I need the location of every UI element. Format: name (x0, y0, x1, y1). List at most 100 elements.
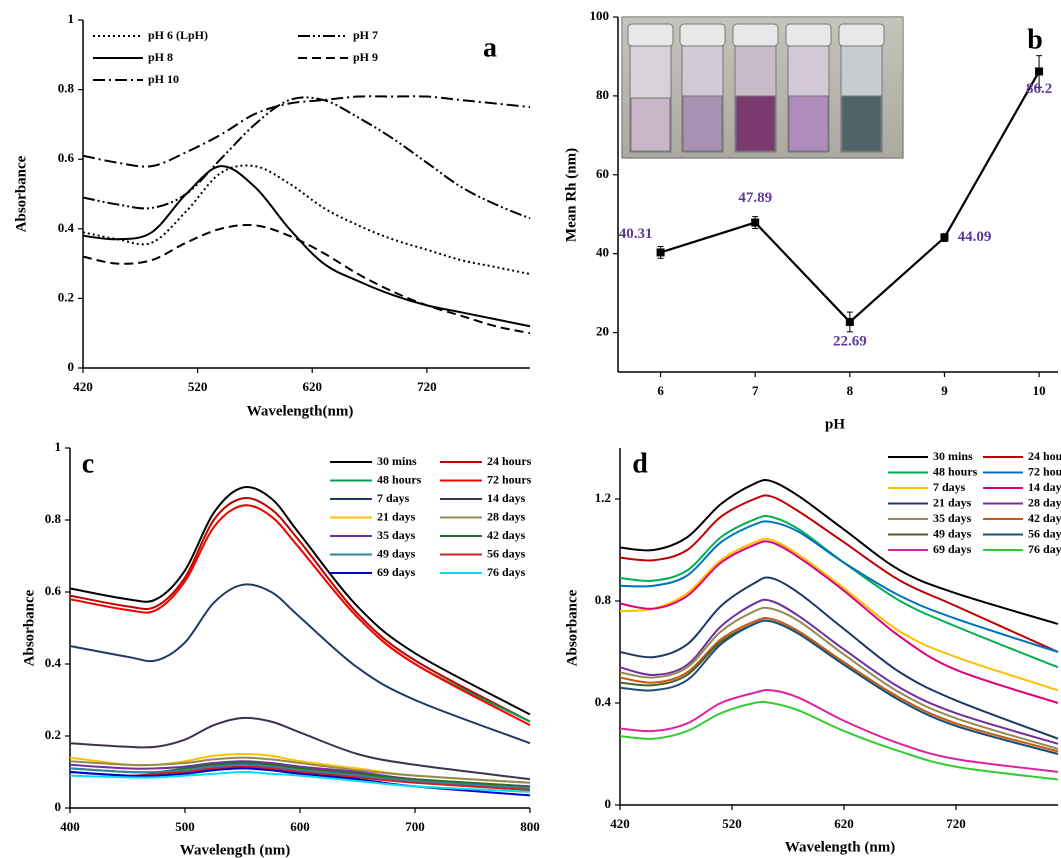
series-line (82, 96, 531, 220)
marker (656, 248, 665, 257)
marker (845, 317, 854, 326)
data-label: 47.89 (738, 190, 772, 206)
legend-label: 72 hours (487, 472, 532, 486)
y-tick-label: 0 (55, 799, 62, 814)
y-tick-label: 0.4 (58, 220, 75, 235)
marker (1035, 67, 1044, 76)
x-tick-label: 8 (847, 383, 854, 398)
legend-label: 14 days (487, 491, 526, 505)
series-line (619, 606, 1059, 750)
x-axis-title: Wavelength (nm) (180, 842, 290, 858)
legend-label: 7 days (933, 480, 966, 494)
legend-label: 56 days (487, 546, 526, 560)
legend-label: 14 days (1028, 480, 1061, 494)
data-label: 40.31 (619, 226, 653, 242)
legend-label: 76 days (1028, 542, 1061, 556)
data-label: 22.69 (833, 333, 867, 349)
series-line (619, 700, 1059, 781)
y-tick-label: 0.8 (595, 592, 612, 607)
x-tick-label: 720 (417, 379, 437, 394)
legend-label: 7 days (377, 491, 410, 505)
y-tick-label: 0.6 (58, 150, 75, 165)
series-line (82, 223, 531, 335)
series-line (619, 479, 1059, 625)
legend-label: 76 days (487, 565, 526, 579)
panel-label: b (1027, 24, 1043, 55)
legend-label: pH 6 (LpH) (148, 28, 208, 42)
series-line (619, 520, 1059, 653)
x-tick-label: 9 (941, 383, 948, 398)
y-tick-label: 0.8 (58, 81, 75, 96)
series-line (69, 583, 531, 745)
panel-label: c (82, 448, 94, 479)
y-tick-label: 0.8 (45, 511, 62, 526)
series-line (619, 515, 1059, 669)
x-axis-title: Wavelength (nm) (785, 839, 895, 855)
panel-label: d (632, 448, 648, 479)
series-line (619, 619, 1059, 755)
y-tick-label: 0.2 (58, 289, 74, 304)
x-tick-label: 620 (834, 816, 854, 831)
x-tick-label: 7 (752, 383, 759, 398)
x-tick-label: 620 (302, 379, 322, 394)
legend-label: 30 mins (933, 449, 973, 463)
y-tick-label: 40 (596, 245, 609, 260)
data-label: 86.2 (1026, 81, 1052, 97)
legend-label: 42 days (487, 528, 526, 542)
series-line (619, 576, 1059, 740)
series-line (619, 598, 1059, 745)
x-tick-label: 800 (520, 819, 540, 834)
y-tick-label: 1.2 (595, 490, 611, 505)
x-tick-label: 420 (610, 816, 630, 831)
series-line (69, 486, 531, 716)
series-line (69, 716, 531, 781)
y-tick-label: 0.4 (45, 655, 62, 670)
inset-photo (621, 16, 904, 159)
legend-label: 28 days (1028, 495, 1061, 509)
legend-label: 49 days (377, 546, 416, 560)
marker (940, 233, 949, 242)
legend-label: pH 8 (148, 50, 173, 64)
data-label: 44.09 (958, 229, 992, 245)
legend-label: 42 days (1028, 511, 1061, 525)
series-line (69, 765, 531, 791)
y-tick-label: 80 (596, 87, 609, 102)
legend-label: 35 days (377, 528, 416, 542)
x-tick-label: 6 (657, 383, 664, 398)
x-tick-label: 10 (1033, 383, 1046, 398)
x-tick-label: 420 (73, 379, 93, 394)
series-line (619, 537, 1059, 692)
legend-label: 24 hours (487, 454, 532, 468)
legend-label: 72 hours (1028, 464, 1061, 478)
y-tick-label: 20 (596, 324, 609, 339)
legend-label: 69 days (933, 542, 972, 556)
x-tick-label: 600 (290, 819, 310, 834)
y-tick-label: 0.2 (45, 727, 61, 742)
y-axis-title: Absorbance (21, 589, 37, 666)
legend-label: 30 mins (377, 454, 417, 468)
marker (751, 218, 760, 227)
legend-label: 21 days (377, 509, 416, 523)
x-tick-label: 700 (405, 819, 425, 834)
y-axis-title: Mean Rh (nm) (563, 148, 579, 242)
y-tick-label: 0.4 (595, 694, 612, 709)
x-tick-label: 720 (946, 816, 966, 831)
legend-label: pH 10 (148, 72, 179, 86)
y-tick-label: 60 (596, 166, 609, 181)
x-tick-label: 500 (175, 819, 195, 834)
legend-label: 21 days (933, 495, 972, 509)
series-line (619, 688, 1059, 773)
x-tick-label: 400 (60, 819, 80, 834)
legend-label: 69 days (377, 565, 416, 579)
series-line (69, 504, 531, 727)
legend-label: 48 hours (933, 464, 978, 478)
legend-label: 56 days (1028, 526, 1061, 540)
x-tick-label: 520 (188, 379, 208, 394)
y-axis-title: Absorbance (564, 589, 580, 666)
series-line (619, 617, 1059, 753)
y-tick-label: 100 (590, 8, 610, 23)
legend-label: pH 9 (353, 50, 378, 64)
series-line (82, 165, 531, 328)
series-line (82, 164, 531, 276)
